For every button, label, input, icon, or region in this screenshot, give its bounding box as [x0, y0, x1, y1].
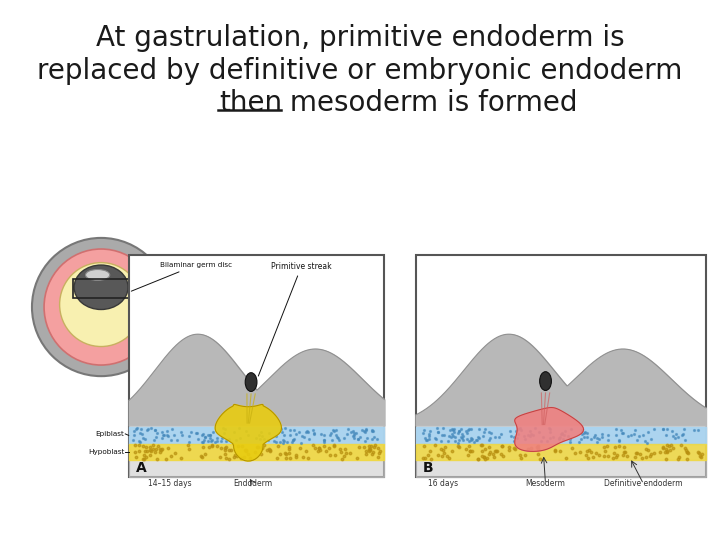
- Polygon shape: [215, 404, 282, 461]
- Text: Bilaminar germ disc: Bilaminar germ disc: [131, 262, 232, 291]
- Text: Endoderm: Endoderm: [233, 479, 273, 488]
- Text: A: A: [135, 461, 146, 475]
- Ellipse shape: [246, 373, 257, 392]
- Text: Epiblast: Epiblast: [96, 431, 125, 437]
- Ellipse shape: [44, 249, 158, 365]
- Ellipse shape: [32, 238, 170, 376]
- Bar: [129, 255, 384, 477]
- Text: At gastrulation, primitive endoderm is: At gastrulation, primitive endoderm is: [96, 24, 624, 52]
- Text: Hypoblast: Hypoblast: [89, 449, 125, 455]
- Text: Mesoderm: Mesoderm: [526, 479, 565, 488]
- Ellipse shape: [540, 372, 552, 390]
- Text: 14–15 days: 14–15 days: [148, 479, 192, 488]
- Bar: [415, 255, 706, 477]
- Polygon shape: [515, 408, 583, 451]
- Text: then: then: [220, 89, 283, 117]
- Ellipse shape: [74, 265, 128, 309]
- Text: replaced by definitive or embryonic endoderm: replaced by definitive or embryonic endo…: [37, 57, 683, 85]
- Text: mesoderm is formed: mesoderm is formed: [281, 89, 577, 117]
- Ellipse shape: [60, 262, 143, 347]
- Text: B: B: [423, 461, 433, 475]
- Text: Primitive streak: Primitive streak: [258, 261, 332, 376]
- Text: Definitive endoderm: Definitive endoderm: [604, 479, 683, 488]
- Bar: [73, 279, 129, 298]
- Ellipse shape: [86, 269, 109, 280]
- Text: 16 days: 16 days: [428, 479, 458, 488]
